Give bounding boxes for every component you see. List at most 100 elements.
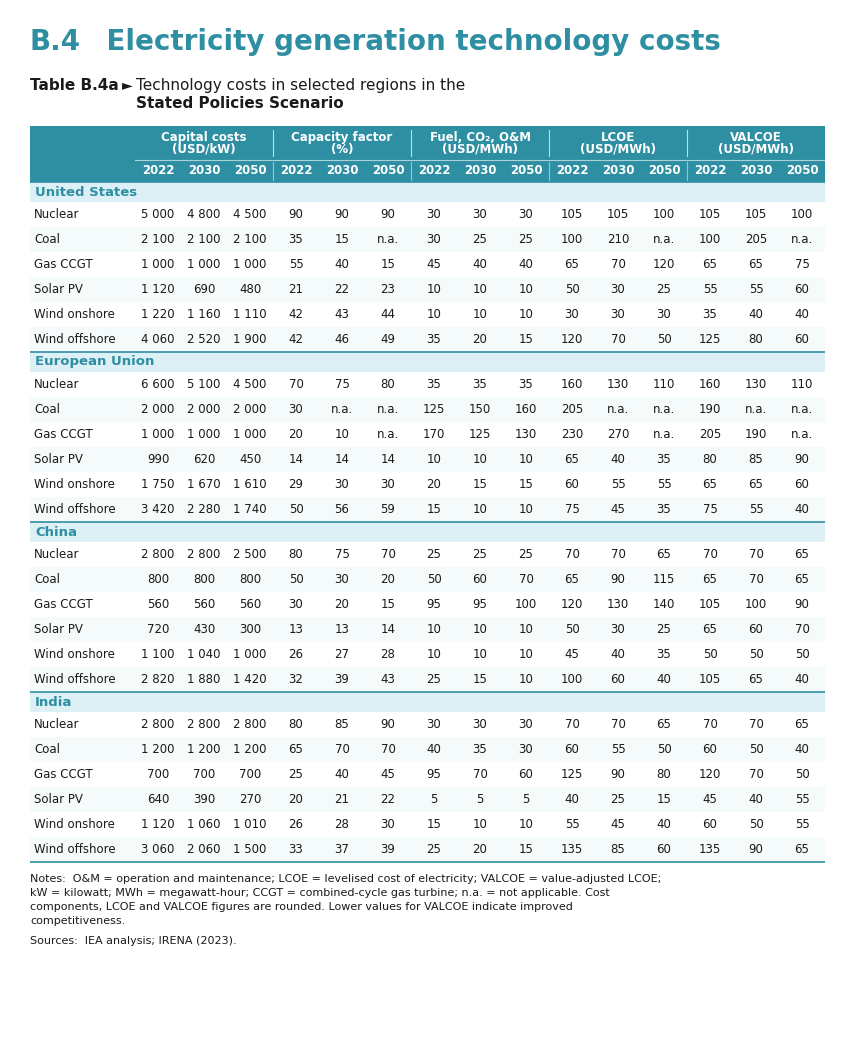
Text: 50: 50 [427,573,441,586]
Text: Coal: Coal [34,403,60,416]
Bar [30,302,825,327]
Text: LCOE: LCOE [601,131,635,144]
Text: n.a.: n.a. [745,403,767,416]
Text: 55: 55 [565,818,579,831]
Text: 1 220: 1 220 [141,308,174,321]
Text: 65: 65 [794,843,810,856]
Text: 30: 30 [335,479,349,491]
Text: Gas CCGT: Gas CCGT [34,768,93,781]
Text: 80: 80 [380,378,396,392]
Text: 70: 70 [565,547,579,561]
Text: 100: 100 [561,233,583,246]
Text: 39: 39 [335,673,350,686]
Text: 65: 65 [565,258,579,271]
Bar [30,372,825,397]
Text: 480: 480 [239,283,261,296]
Text: 5: 5 [476,793,484,806]
Text: Capital costs: Capital costs [161,131,246,144]
Text: 10: 10 [473,648,487,661]
Text: 10: 10 [518,623,534,636]
Text: 1 000: 1 000 [233,648,267,661]
Text: 95: 95 [427,598,441,611]
Text: Solar PV: Solar PV [34,453,83,466]
Text: 35: 35 [656,648,672,661]
Text: 30: 30 [518,743,534,756]
Text: 15: 15 [473,479,487,491]
Bar [30,126,825,182]
Text: 70: 70 [289,378,303,392]
Text: 30: 30 [335,573,349,586]
Bar [30,667,825,692]
Text: 60: 60 [794,283,810,296]
Text: 50: 50 [565,283,579,296]
Bar [30,447,825,472]
Text: 40: 40 [794,308,810,321]
Text: 1 200: 1 200 [187,743,221,756]
Text: 1 500: 1 500 [233,843,267,856]
Text: 560: 560 [193,598,215,611]
Text: 60: 60 [565,479,579,491]
Bar [30,642,825,667]
Text: 70: 70 [749,718,763,731]
Text: (%): (%) [330,143,353,156]
Text: 40: 40 [749,793,763,806]
Text: 5: 5 [523,793,529,806]
Bar [30,422,825,447]
Text: 65: 65 [794,718,810,731]
Text: 75: 75 [335,547,350,561]
Text: (USD/MWh): (USD/MWh) [580,143,656,156]
Text: 45: 45 [611,818,625,831]
Text: 30: 30 [611,623,625,636]
Text: United States: United States [35,186,137,198]
Text: 30: 30 [565,308,579,321]
Text: 28: 28 [380,648,396,661]
Text: 135: 135 [699,843,721,856]
Bar [30,227,825,253]
Text: 15: 15 [380,598,396,611]
Text: 2 800: 2 800 [187,718,221,731]
Text: 1 000: 1 000 [141,428,174,441]
Text: 2030: 2030 [739,164,772,177]
Text: 100: 100 [515,598,537,611]
Text: 50: 50 [703,648,717,661]
Text: 230: 230 [561,428,583,441]
Text: 14: 14 [335,453,350,466]
Text: 105: 105 [699,673,721,686]
Text: 105: 105 [699,208,721,221]
Text: 25: 25 [518,233,534,246]
Text: 85: 85 [335,718,349,731]
Text: 270: 270 [606,428,629,441]
Text: Nuclear: Nuclear [34,547,80,561]
Text: European Union: European Union [35,355,154,368]
Text: 90: 90 [794,598,810,611]
Text: 50: 50 [794,648,810,661]
Text: 70: 70 [380,743,396,756]
Text: 65: 65 [289,743,303,756]
Text: 22: 22 [380,793,396,806]
Text: 40: 40 [749,308,763,321]
Text: Wind onshore: Wind onshore [34,308,115,321]
Text: 10: 10 [518,283,534,296]
Text: 40: 40 [518,258,534,271]
Text: 50: 50 [749,818,763,831]
Text: 70: 70 [611,258,625,271]
Text: 990: 990 [147,453,169,466]
Text: 20: 20 [335,598,350,611]
Text: 70: 70 [749,547,763,561]
Text: kW = kilowatt; MWh = megawatt-hour; CCGT = combined-cycle gas turbine; n.a. = no: kW = kilowatt; MWh = megawatt-hour; CCGT… [30,888,610,898]
Bar [30,253,825,277]
Text: 2 800: 2 800 [233,718,267,731]
Text: 85: 85 [611,843,625,856]
Text: 10: 10 [427,648,441,661]
Text: 15: 15 [473,673,487,686]
Text: 46: 46 [335,333,350,346]
Text: 25: 25 [656,283,672,296]
Text: 105: 105 [606,208,629,221]
Text: 45: 45 [380,768,396,781]
Text: n.a.: n.a. [653,233,675,246]
Text: Sources:  IEA analysis; IRENA (2023).: Sources: IEA analysis; IRENA (2023). [30,936,236,946]
Text: 60: 60 [565,743,579,756]
Text: 800: 800 [193,573,215,586]
Text: 26: 26 [289,648,303,661]
Text: 70: 70 [518,573,534,586]
